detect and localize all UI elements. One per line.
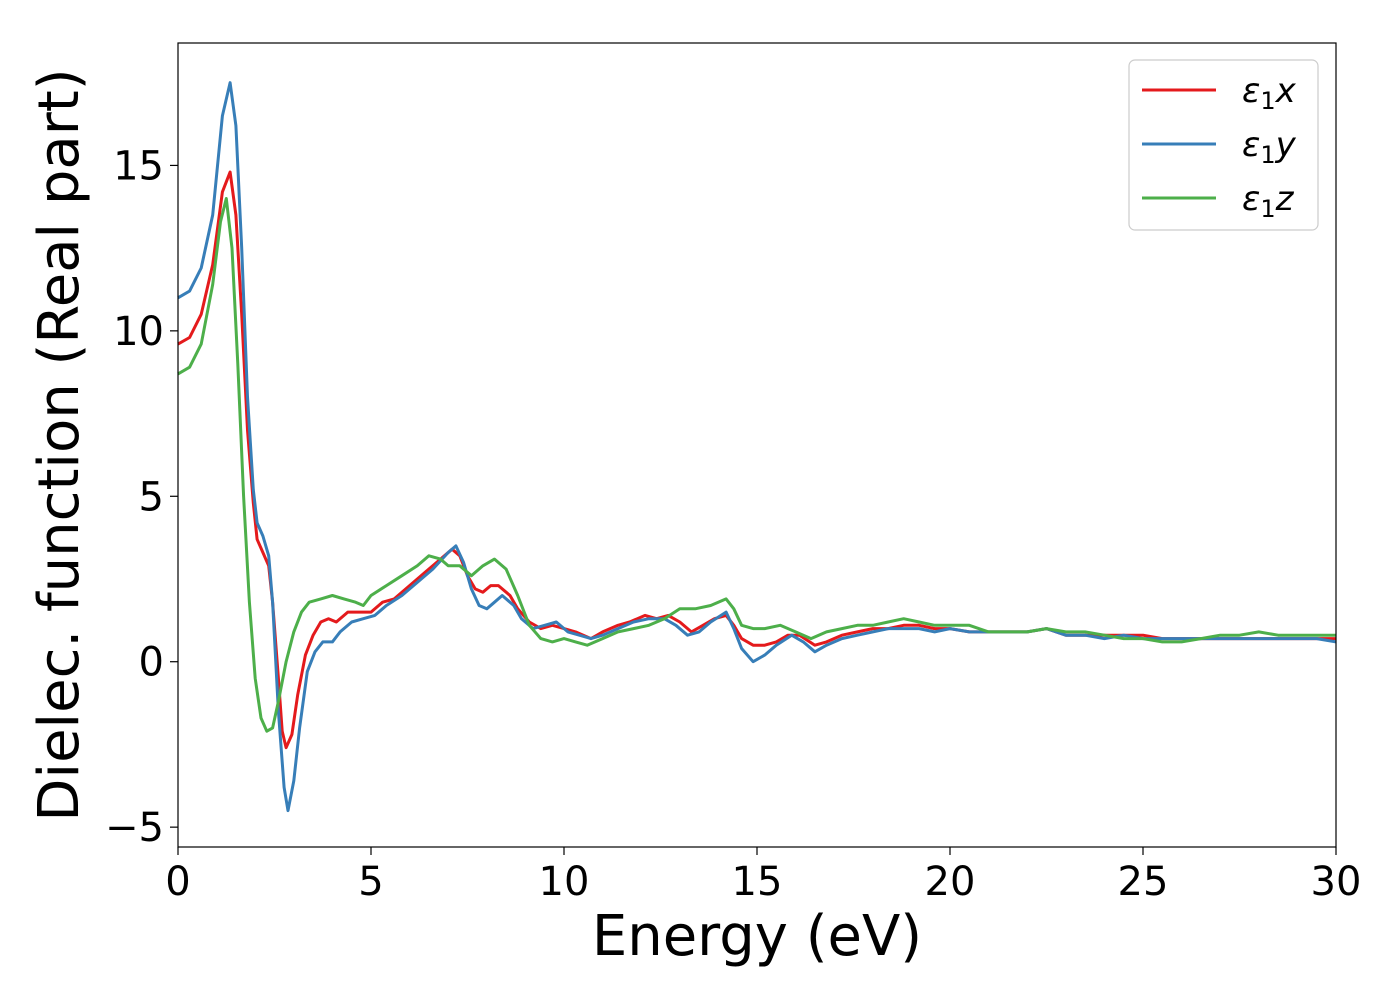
x-tick-label: 15 xyxy=(732,859,783,905)
x-tick-label: 10 xyxy=(539,859,590,905)
series-line-x xyxy=(177,170,1336,750)
legend-label-y: ε1y xyxy=(1242,125,1297,169)
x-axis-ticks: 0 5 10 15 20 25 30 xyxy=(165,847,1361,905)
x-tick-label: 30 xyxy=(1311,859,1362,905)
y-axis-title: Dielec. function (Real part) xyxy=(27,68,92,821)
y-tick-label: 10 xyxy=(113,309,164,355)
x-tick-label: 20 xyxy=(925,859,976,905)
y-axis-ticks: −5 0 5 10 15 xyxy=(105,143,178,851)
y-tick-label: −5 xyxy=(105,805,164,851)
x-tick-label: 5 xyxy=(358,859,383,905)
y-tick-label: 15 xyxy=(113,143,164,189)
x-tick-label: 25 xyxy=(1118,859,1169,905)
series-line-z xyxy=(177,197,1336,733)
legend-label-x: ε1x xyxy=(1242,71,1297,115)
legend: ε1x ε1y ε1z xyxy=(1128,59,1319,231)
plot-area xyxy=(177,81,1337,813)
legend-box xyxy=(1128,59,1319,231)
x-axis-title: Energy (eV) xyxy=(592,904,922,969)
y-tick-label: 5 xyxy=(139,474,164,520)
y-tick-label: 0 xyxy=(139,640,164,686)
x-tick-label: 0 xyxy=(165,859,190,905)
legend-label-z: ε1z xyxy=(1242,179,1295,223)
